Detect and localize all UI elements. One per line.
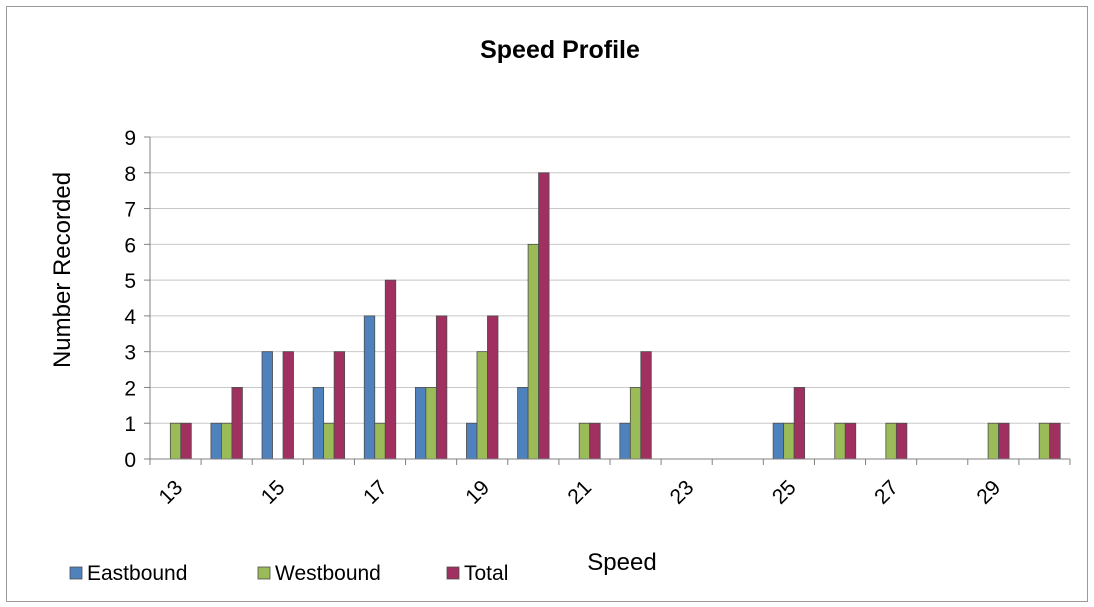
bar-eastbound-20 bbox=[517, 387, 529, 460]
legend-swatch-westbound bbox=[257, 566, 271, 580]
bar-total-21 bbox=[589, 422, 601, 460]
bar-westbound-22 bbox=[629, 387, 642, 460]
bar-westbound-27 bbox=[885, 422, 897, 460]
bar-westbound-29 bbox=[987, 422, 999, 460]
x-tick-label: 15 bbox=[257, 476, 290, 509]
y-tick-label: 9 bbox=[124, 127, 136, 150]
bar-eastbound-25 bbox=[772, 422, 785, 460]
legend-label-westbound: Westbound bbox=[275, 562, 381, 585]
x-tick-label: 21 bbox=[563, 476, 596, 509]
bar-westbound-16 bbox=[323, 422, 335, 460]
bar-eastbound-16 bbox=[312, 387, 325, 460]
bar-eastbound-17 bbox=[363, 315, 376, 460]
bar-total-20 bbox=[538, 172, 550, 460]
bar-total-15 bbox=[282, 351, 294, 460]
legend: Eastbound Westbound Total bbox=[69, 562, 508, 585]
bar-total-13 bbox=[180, 422, 192, 460]
x-tick-label: 13 bbox=[155, 476, 188, 509]
bar-westbound-26 bbox=[834, 422, 846, 460]
x-axis-label: Speed bbox=[587, 549, 656, 576]
bar-westbound-30 bbox=[1038, 422, 1051, 460]
x-tick-label: 17 bbox=[359, 476, 392, 509]
bar-total-27 bbox=[895, 422, 908, 460]
x-tick-label: 25 bbox=[768, 476, 801, 509]
axes bbox=[144, 136, 1071, 465]
legend-label-eastbound: Eastbound bbox=[87, 562, 187, 585]
x-tick-label: 29 bbox=[972, 476, 1005, 509]
y-tick-label: 3 bbox=[124, 342, 136, 365]
chart-title: Speed Profile bbox=[480, 36, 640, 64]
bar-total-16 bbox=[333, 351, 346, 460]
bar-total-22 bbox=[640, 351, 652, 460]
y-tick-label: 6 bbox=[124, 234, 136, 257]
bar-westbound-19 bbox=[476, 351, 488, 460]
bar-westbound-25 bbox=[783, 422, 795, 460]
bar-eastbound-14 bbox=[210, 422, 222, 460]
legend-swatch-eastbound bbox=[69, 566, 83, 580]
bar-total-14 bbox=[231, 387, 243, 460]
bar-total-25 bbox=[793, 387, 806, 460]
bar-total-30 bbox=[1049, 422, 1061, 460]
x-tick-labels: 13 15 17 19 21 23 25 27 29 bbox=[155, 476, 1006, 509]
bar-westbound-20 bbox=[527, 243, 539, 460]
y-tick-label: 1 bbox=[124, 413, 136, 436]
y-tick-labels: 0 1 2 3 4 5 6 7 8 9 bbox=[124, 127, 136, 472]
bar-westbound-17 bbox=[374, 422, 386, 460]
bar-westbound-21 bbox=[578, 422, 591, 460]
y-tick-label: 5 bbox=[124, 270, 136, 293]
bar-total-19 bbox=[487, 315, 499, 460]
y-tick-label: 7 bbox=[124, 199, 136, 222]
bar-eastbound-19 bbox=[466, 422, 478, 460]
bar-westbound-13 bbox=[169, 422, 182, 460]
bar-eastbound-22 bbox=[619, 422, 631, 460]
x-tick-label: 19 bbox=[461, 476, 494, 509]
bar-eastbound-15 bbox=[261, 351, 273, 460]
x-tick-label: 23 bbox=[666, 476, 699, 509]
bar-westbound-18 bbox=[425, 387, 437, 460]
y-tick-label: 0 bbox=[124, 449, 136, 472]
bars bbox=[169, 172, 1061, 460]
bar-westbound-14 bbox=[221, 422, 233, 460]
bar-total-29 bbox=[998, 422, 1010, 460]
bar-total-26 bbox=[844, 422, 857, 460]
y-axis-label: Number Recorded bbox=[49, 172, 76, 368]
bar-eastbound-18 bbox=[414, 387, 427, 460]
bar-total-17 bbox=[384, 279, 397, 460]
legend-swatch-total bbox=[446, 566, 460, 580]
legend-label-total: Total bbox=[464, 562, 508, 585]
y-tick-label: 4 bbox=[124, 306, 136, 329]
grid-lines bbox=[150, 136, 1070, 424]
x-tick-label: 27 bbox=[870, 476, 903, 509]
y-tick-label: 8 bbox=[124, 163, 136, 186]
bar-total-18 bbox=[435, 315, 448, 460]
y-tick-label: 2 bbox=[124, 377, 136, 400]
